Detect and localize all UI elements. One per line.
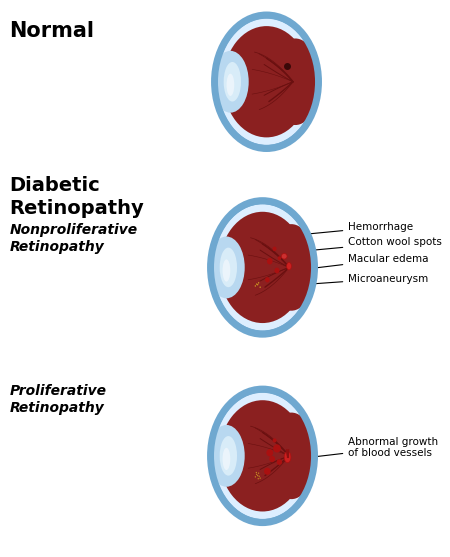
Ellipse shape — [267, 413, 315, 499]
Ellipse shape — [211, 389, 315, 522]
Text: Normal: Normal — [9, 21, 94, 41]
Wedge shape — [284, 246, 306, 289]
Ellipse shape — [223, 448, 230, 470]
Text: Abnormal growth
of blood vessels: Abnormal growth of blood vessels — [311, 437, 438, 458]
Ellipse shape — [287, 262, 292, 270]
Text: Proliferative
Retinopathy: Proliferative Retinopathy — [9, 384, 106, 415]
Ellipse shape — [271, 38, 319, 125]
Ellipse shape — [217, 19, 315, 145]
Wedge shape — [284, 434, 306, 477]
Ellipse shape — [257, 284, 258, 286]
Ellipse shape — [258, 472, 259, 474]
Text: Macular edema: Macular edema — [313, 254, 429, 268]
Ellipse shape — [259, 476, 260, 477]
Ellipse shape — [257, 475, 258, 476]
Ellipse shape — [274, 267, 279, 273]
Text: Hemorrhage: Hemorrhage — [297, 222, 414, 235]
Ellipse shape — [215, 15, 319, 149]
Ellipse shape — [258, 282, 259, 284]
Ellipse shape — [260, 477, 261, 479]
Text: Microaneurysm: Microaneurysm — [289, 273, 428, 286]
Ellipse shape — [223, 26, 310, 138]
Ellipse shape — [256, 284, 257, 285]
Ellipse shape — [212, 51, 249, 113]
Ellipse shape — [219, 400, 306, 511]
Ellipse shape — [258, 478, 259, 480]
Ellipse shape — [281, 253, 287, 259]
Ellipse shape — [260, 286, 261, 288]
Wedge shape — [288, 60, 310, 104]
Ellipse shape — [273, 247, 277, 251]
Ellipse shape — [219, 212, 306, 323]
Ellipse shape — [277, 459, 282, 465]
Ellipse shape — [278, 256, 281, 260]
Ellipse shape — [223, 260, 230, 282]
Ellipse shape — [208, 425, 245, 487]
Text: Nonproliferative
Retinopathy: Nonproliferative Retinopathy — [9, 223, 138, 255]
Ellipse shape — [269, 456, 275, 462]
Ellipse shape — [255, 476, 256, 477]
Text: Cotton wool spots: Cotton wool spots — [309, 237, 442, 251]
Ellipse shape — [266, 449, 273, 456]
Ellipse shape — [211, 201, 315, 334]
Ellipse shape — [267, 224, 315, 311]
Ellipse shape — [256, 472, 257, 473]
Ellipse shape — [255, 285, 256, 287]
Ellipse shape — [267, 258, 273, 265]
Ellipse shape — [284, 452, 291, 463]
Ellipse shape — [213, 393, 312, 519]
Text: Diabetic
Retinopathy: Diabetic Retinopathy — [9, 176, 144, 218]
Ellipse shape — [208, 237, 245, 299]
Ellipse shape — [213, 204, 312, 330]
Ellipse shape — [220, 248, 237, 287]
Ellipse shape — [220, 436, 237, 476]
Ellipse shape — [256, 473, 257, 475]
Ellipse shape — [265, 277, 270, 282]
Ellipse shape — [226, 74, 234, 96]
Ellipse shape — [264, 468, 270, 475]
Ellipse shape — [273, 444, 281, 452]
Ellipse shape — [224, 62, 241, 101]
Ellipse shape — [273, 438, 277, 442]
